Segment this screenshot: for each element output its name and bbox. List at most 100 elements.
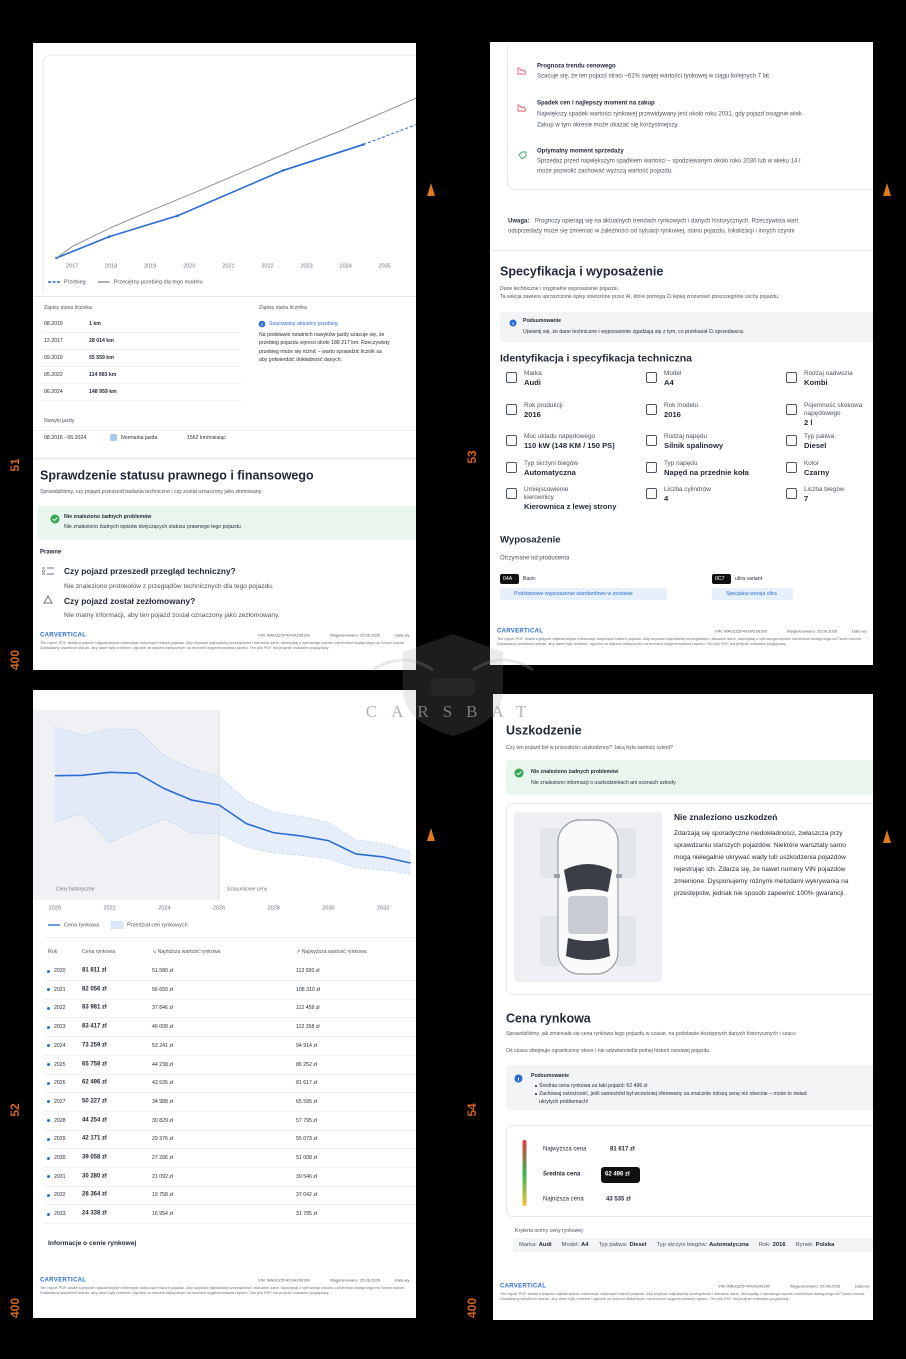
- footer-vin: VIN: WAUZZZF4XGA106190: [258, 1277, 310, 1283]
- forecast-text: Szacuje się, że ten pojazd straci ~62% s…: [537, 73, 771, 80]
- section-title: Specyfikacja i wyposażenie: [500, 264, 664, 279]
- note-text: odsprzedaży może się zmieniać w zależnoś…: [508, 228, 795, 235]
- spec-label: Rodzaj nadwozia: [804, 370, 853, 377]
- table-cell: 53 241 zł: [152, 1042, 174, 1049]
- section-label: Zapisy stanu licznika: [44, 304, 92, 311]
- section-subtitle: Sprawdziliśmy, czy pojazd przeszedł bada…: [40, 488, 263, 495]
- card-text: sprawdzaniu starszych pojazdów. Niektóre…: [674, 842, 846, 850]
- price-scale-bar: [522, 1140, 527, 1206]
- spec-icon: [786, 435, 797, 446]
- row-dot: [47, 988, 50, 992]
- spec-value: A4: [664, 378, 674, 387]
- spec-label: Typ paliwa: [804, 433, 835, 440]
- criteria-strip: [513, 1238, 873, 1252]
- estimate-line: Na podstawie ostatnich nawyków jazdy sza…: [259, 331, 385, 338]
- price-chart: Ceny historyczne Szacunkowe ceny 2020 2022 2…: [33, 710, 411, 929]
- row-divider: [43, 1092, 416, 1094]
- card-title: Nie znaleziono uszkodzeń: [674, 811, 778, 822]
- section-subtitle: Dane techniczne i oryginalne wyposażenie…: [500, 285, 620, 292]
- legend-label: Przedział cen rynkowych: [127, 922, 188, 928]
- spec-icon: [646, 488, 657, 499]
- watermark: CARSBAT: [365, 701, 541, 721]
- spec-value: Audi: [524, 378, 541, 387]
- criteria-list: Marka: Audi Model: A4 Typ paliwa: Diesel Typ s…: [519, 1242, 834, 1248]
- spec-icon: [786, 404, 797, 415]
- forecast-text: Sprzedaż przed największym spadkiem wart…: [537, 158, 801, 165]
- question: Czy pojazd przeszedł przegląd techniczny…: [64, 565, 236, 576]
- record-mileage: 28 014 km: [89, 337, 114, 344]
- spec-value: Kombi: [804, 378, 828, 387]
- footer-logo: CARVERTICAL: [40, 632, 87, 639]
- summary-title: Podsumowanie: [531, 1072, 570, 1079]
- spec-icon: [646, 435, 657, 446]
- spec-value: 2016: [524, 410, 541, 419]
- criteria-label: Rok:: [758, 1242, 771, 1248]
- table-cell: 37 042 zł: [296, 1192, 318, 1199]
- spec-cell: Typ napędu Napęd na przednie koła: [664, 460, 749, 478]
- row-dot: [47, 1081, 50, 1085]
- report-page: Specyfikacja i wyposażenie Dane technicz…: [490, 42, 873, 665]
- equipment-name: ultra variant: [735, 575, 763, 582]
- spec-icon: [646, 372, 657, 383]
- footer-date: Data wy: [855, 1283, 870, 1289]
- table-cell: 57 795 zł: [296, 1117, 318, 1124]
- spec-label: Marka: [524, 370, 542, 377]
- price-label: Najwyższa cena: [543, 1146, 587, 1153]
- row-dot: [47, 1137, 50, 1141]
- table-cell: 73 259 zł: [82, 1042, 107, 1049]
- spec-value: Napęd na przednie koła: [664, 468, 749, 477]
- spec-value: Czarny: [804, 468, 830, 477]
- x-tick-label: 2023: [300, 263, 312, 269]
- record-date: 05.2022: [44, 371, 63, 378]
- bullet: [535, 1085, 537, 1087]
- criteria-value: 2016: [772, 1242, 786, 1248]
- table-cell: 56 650 zł: [152, 986, 174, 993]
- table-cell: 2025: [54, 1061, 66, 1068]
- footer-date: Data wy: [395, 632, 410, 638]
- card-text: zmienione. Dysponujemy różnymi metodami …: [674, 878, 849, 886]
- section-label: Nawyki jazdy: [44, 417, 75, 424]
- table-cell: 2026: [54, 1080, 66, 1087]
- icon-stroke: [518, 151, 527, 160]
- spec-label: Liczba cylindrów: [664, 486, 711, 493]
- x-tick-label: 2022: [103, 905, 115, 911]
- table-cell: 82 056 zł: [82, 986, 107, 993]
- alert-title: Nie znaleziono żadnych problemów: [64, 513, 152, 520]
- record-mileage: 114 983 km: [89, 371, 117, 378]
- table-header: ↗ Najwyższa wartość rynkowa: [296, 948, 367, 955]
- card-text: Zdarzają się sporadyczne niedokładności,…: [674, 830, 843, 838]
- spec-value: Diesel: [804, 441, 827, 450]
- forecast-text: Największy spadek wartości rynkowej prze…: [537, 111, 802, 118]
- forecast-icon: [517, 67, 527, 75]
- spec-cell: Rok modelu 2016: [664, 402, 736, 420]
- table-cell: 24 338 zł: [82, 1210, 107, 1217]
- table-cell: 44 254 zł: [82, 1117, 107, 1123]
- band-edge: [54, 726, 411, 852]
- spec-cell: Kolor Czarny: [804, 460, 873, 478]
- row-divider: [43, 1204, 416, 1206]
- criteria-value: Automatyczna: [709, 1242, 749, 1248]
- price-value: 81 617 zł: [610, 1146, 635, 1153]
- divider: [490, 250, 873, 251]
- section-subtitle: Oś czasu obejmuje ograniczony okres i ni…: [506, 1047, 711, 1054]
- subsection-title: Wyposażenie: [500, 534, 561, 546]
- info-icon: [258, 320, 266, 328]
- row-dot: [47, 1212, 50, 1216]
- spec-icon: [786, 462, 797, 473]
- series-point: [107, 235, 111, 238]
- spec-value: Automatyczna: [524, 468, 576, 477]
- footer-date: Data wy: [395, 1277, 410, 1283]
- spec-label: Umiejscowienie kierownicy: [524, 486, 569, 501]
- triangle: [883, 830, 891, 843]
- footer-generated: Wygenerowano: 25.06.2026: [330, 1277, 380, 1283]
- criteria-item: Model: A4: [562, 1242, 589, 1248]
- spec-label: Rodzaj napędu: [664, 433, 707, 440]
- table-cell: 34 988 zł: [152, 1098, 174, 1105]
- subsection-title: Identyfikacja i specyfikacja techniczna: [500, 352, 693, 365]
- table-cell: 2031: [54, 1173, 66, 1180]
- row-divider: [43, 1148, 416, 1150]
- forecast-icon: [517, 104, 527, 112]
- series-point: [281, 169, 285, 172]
- forecast-icon: [518, 151, 527, 160]
- region-label: Ceny historyczne: [56, 886, 95, 892]
